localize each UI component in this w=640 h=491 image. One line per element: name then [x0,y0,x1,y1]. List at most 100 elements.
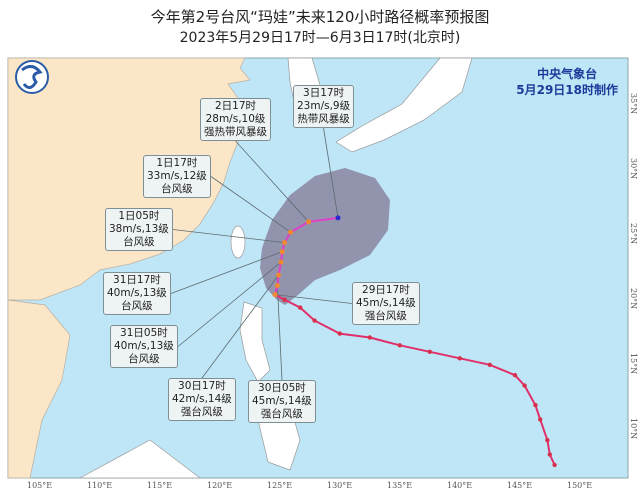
agency-name: 中央气象台 [537,67,598,81]
lat-tick-label: 35°N [629,93,638,115]
forecast-label: 1日05时 38m/s,13级 台风级 [105,208,173,251]
forecast-label: 31日05时 40m/s,13级 台风级 [110,325,178,368]
lat-tick-label: 25°N [629,223,638,245]
taiwan [230,225,246,259]
lat-tick-label: 20°N [629,288,638,310]
past-track-point [512,373,518,378]
forecast-label-grade: 台风级 [128,353,160,365]
map-title: 今年第2号台风“玛娃”未来120小时路径概率预报图 [150,8,490,26]
forecast-track-point [282,240,288,246]
borneo [79,439,202,479]
forecast-track-point [335,215,341,221]
leader-line [170,251,283,294]
past-track-point [457,356,462,361]
forecast-label-grade: 强台风级 [364,310,407,322]
logo [15,60,49,94]
forecast-label-time: 3日17时 [303,87,345,99]
lat-tick-label: 10°N [629,418,638,440]
luzon [239,301,271,383]
forecast-label-time: 2日17时 [214,100,257,112]
lon-tick-label: 125°E [267,481,293,490]
probability-cone [260,168,390,305]
forecast-label-wind: 45m/s,14级 [356,297,416,309]
indochina [7,299,71,479]
leader-line [277,285,283,381]
lon-tick-label: 150°E [567,481,593,490]
forecast-track-point [272,292,278,298]
leader-line [235,140,309,223]
forecast-label-time: 30日05时 [258,382,306,394]
past-track-point [298,305,303,310]
past-track-point [397,343,402,348]
forecast-label-wind: 40m/s,13级 [107,287,167,299]
lon-tick-label: 110°E [87,481,113,490]
lon-tick-label: 120°E [207,481,233,490]
forecast-label-grade: 强台风级 [180,406,223,418]
leader-line [323,127,339,218]
forecast-label: 3日17时 23m/s,9级 热带风暴级 [293,85,355,128]
forecast-label: 2日17时 28m/s,10级 强热带风暴级 [200,98,271,141]
past-track-point [367,335,372,340]
forecast-label-wind: 45m/s,14级 [252,395,312,407]
past-track-point [427,349,432,354]
forecast-label-time: 1日05时 [118,210,160,222]
past-track-point [337,331,342,336]
past-track-point [552,462,557,468]
lon-tick-label: 130°E [327,481,353,490]
forecast-label-wind: 40m/s,13级 [114,340,174,352]
past-track-point [282,297,287,302]
forecast-track-point [274,283,280,288]
forecast-label-wind: 33m/s,12级 [147,170,207,182]
track-points [272,215,557,468]
forecast-label-time: 30日17时 [178,380,226,392]
forecast-track-point [279,249,285,255]
leader-line [177,261,282,347]
forecast-label-grade: 强台风级 [260,408,303,420]
land [7,57,251,479]
forecast-track-point [276,272,282,278]
forecast-label-wind: 38m/s,13级 [109,223,169,235]
forecast-label: 30日05时 45m/s,14级 强台风级 [248,380,316,423]
lon-tick-label: 115°E [147,481,173,490]
lat-tick-label: 30°N [629,158,638,180]
forecast-label-time: 31日17时 [113,274,161,286]
past-track-point [547,452,552,457]
forecast-label: 1日17时 33m/s,12级 台风级 [143,155,211,198]
forecast-label: 31日17时 40m/s,13级 台风级 [103,272,171,315]
forecast-label-grade: 台风级 [161,183,193,195]
lat-tick-label: 15°N [629,353,638,375]
forecast-track-point [306,219,312,225]
forecast-label-time: 1日17时 [156,157,198,169]
lon-tick-label: 145°E [507,481,533,490]
leader-line [274,294,353,304]
forecast-label: 29日17时 45m/s,14级 强台风级 [352,282,420,325]
forecast-label-grade: 台风级 [123,236,155,248]
forecast-label-wind: 42m/s,14级 [172,393,232,405]
forecast-track-point [278,259,284,265]
lon-tick-label: 135°E [387,481,413,490]
map-subtitle: 2023年5月29日17时—6月3日17时(北京时) [179,30,461,46]
leader-line [210,176,291,233]
lon-tick-label: 140°E [447,481,473,490]
forecast-label-wind: 28m/s,10级 [205,113,266,125]
forecast-track-point [288,229,294,235]
forecast-label-time: 29日17时 [362,284,410,296]
lon-tick-label: 105°E [27,481,53,490]
past-track-point [538,417,543,422]
japan [335,57,473,153]
agency-stamp: 中央气象台 5月29日18时制作 [516,66,618,98]
forecast-label: 30日17时 42m/s,14级 强台风级 [168,378,236,421]
past-track-point [312,318,317,323]
forecast-label-wind: 23m/s,9级 [297,100,351,112]
past-track-point [487,362,492,367]
forecast-label-time: 31日05时 [120,327,168,339]
leader-line [201,274,279,379]
past-track-point [545,438,550,443]
forecast-label-grade: 台风级 [121,300,153,312]
past-track-point [522,383,527,388]
forecast-label-grade: 热带风暴级 [297,113,350,125]
past-track-point [533,402,538,408]
leader-lines [170,127,353,381]
forecast-label-grade: 强热带风暴级 [204,126,267,138]
issue-time: 5月29日18时制作 [516,83,618,97]
